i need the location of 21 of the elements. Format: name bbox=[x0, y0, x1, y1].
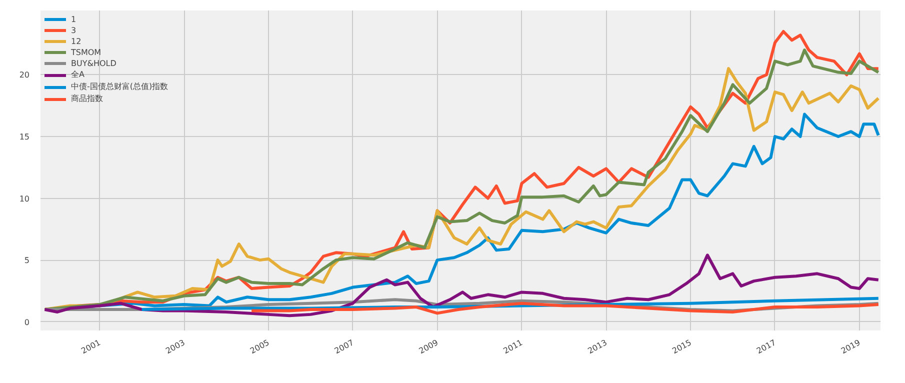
y-tick-label: 5 bbox=[24, 256, 30, 266]
legend-label: 商品指数 bbox=[71, 93, 103, 104]
legend-label: TSMOM bbox=[71, 47, 102, 57]
line-series bbox=[43, 254, 880, 318]
x-tick-label: 2009 bbox=[418, 338, 440, 356]
legend-label: 12 bbox=[71, 36, 82, 46]
x-tick-label: 2019 bbox=[840, 338, 862, 356]
line-series bbox=[250, 302, 880, 315]
x-tick-label: 2003 bbox=[164, 338, 186, 356]
legend-label: 1 bbox=[71, 14, 78, 24]
y-tick-label: 15 bbox=[19, 132, 30, 142]
y-tick-label: 20 bbox=[19, 70, 30, 80]
legend-label: 3 bbox=[71, 25, 78, 35]
x-tick-label: 2011 bbox=[502, 338, 524, 356]
x-tick-label: 2001 bbox=[80, 338, 102, 356]
x-tick-label: 2013 bbox=[586, 338, 609, 356]
legend-label: 中债-国债总财富(总值)指数 bbox=[71, 81, 168, 92]
y-tick-label: 10 bbox=[19, 194, 30, 204]
legend-label: 全A bbox=[71, 69, 86, 80]
y-tick-label: 0 bbox=[24, 318, 30, 327]
legend-label: BUY&HOLD bbox=[71, 58, 116, 68]
